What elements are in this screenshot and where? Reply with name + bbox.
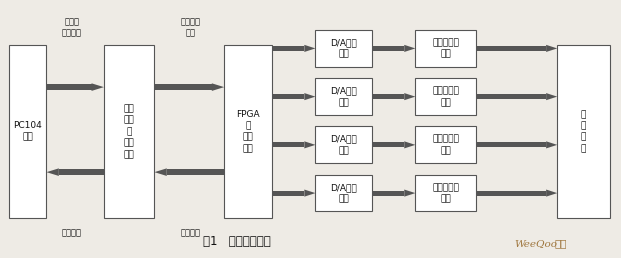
Polygon shape <box>546 93 557 100</box>
Bar <box>415 78 476 115</box>
Bar <box>315 175 372 212</box>
Bar <box>476 191 546 196</box>
Text: 放大、滤波
电路: 放大、滤波 电路 <box>432 86 459 107</box>
Polygon shape <box>546 45 557 52</box>
Bar <box>372 46 404 51</box>
Polygon shape <box>546 141 557 148</box>
Polygon shape <box>404 141 415 148</box>
Bar <box>315 126 372 163</box>
Bar <box>167 169 224 175</box>
Bar <box>415 175 476 212</box>
Bar <box>557 45 610 218</box>
Text: WeeQoo: WeeQoo <box>514 239 557 248</box>
Text: 放大、滤波
电路: 放大、滤波 电路 <box>432 38 459 59</box>
Text: 四路数据
信号: 四路数据 信号 <box>180 18 200 37</box>
Bar <box>476 142 546 147</box>
Text: 放大、滤波
电路: 放大、滤波 电路 <box>432 135 459 155</box>
Bar <box>272 191 304 196</box>
Bar <box>272 46 304 51</box>
Polygon shape <box>304 93 315 100</box>
Bar <box>272 142 304 147</box>
Bar <box>272 94 304 99</box>
Text: 维库: 维库 <box>554 238 566 248</box>
Bar <box>224 45 272 218</box>
Polygon shape <box>155 168 167 176</box>
Bar <box>372 94 404 99</box>
Polygon shape <box>404 45 415 52</box>
Polygon shape <box>404 93 415 100</box>
Text: 输
出
端
口: 输 出 端 口 <box>581 110 586 153</box>
Polygon shape <box>91 83 104 91</box>
Polygon shape <box>47 168 59 176</box>
Text: 图1   系统总体结构: 图1 系统总体结构 <box>202 235 270 248</box>
Bar <box>155 84 212 90</box>
Bar <box>315 78 372 115</box>
Polygon shape <box>304 45 315 52</box>
Text: 状态信号: 状态信号 <box>61 229 82 238</box>
Polygon shape <box>212 83 224 91</box>
Bar <box>372 191 404 196</box>
Polygon shape <box>304 141 315 148</box>
Polygon shape <box>304 190 315 197</box>
Bar <box>47 84 91 90</box>
Text: FPGA
及
外围
电路: FPGA 及 外围 电路 <box>237 110 260 153</box>
Polygon shape <box>404 190 415 197</box>
Bar <box>59 169 104 175</box>
Bar <box>476 94 546 99</box>
Bar <box>415 126 476 163</box>
Text: D/A转换
电路: D/A转换 电路 <box>330 38 357 59</box>
Bar <box>9 45 47 218</box>
Text: 放大、滤波
电路: 放大、滤波 电路 <box>432 183 459 203</box>
Text: 数据、
控制信号: 数据、 控制信号 <box>61 18 82 37</box>
Bar <box>372 142 404 147</box>
Text: PC104
总线: PC104 总线 <box>14 121 42 142</box>
Text: 数据
接收
及
分路
电路: 数据 接收 及 分路 电路 <box>124 104 135 159</box>
Bar <box>415 30 476 67</box>
Bar <box>315 30 372 67</box>
Text: D/A转换
电路: D/A转换 电路 <box>330 86 357 107</box>
Text: D/A转换
电路: D/A转换 电路 <box>330 183 357 203</box>
Bar <box>476 46 546 51</box>
Text: D/A转换
电路: D/A转换 电路 <box>330 135 357 155</box>
Bar <box>104 45 155 218</box>
Polygon shape <box>546 190 557 197</box>
Text: 状态信号: 状态信号 <box>180 229 200 238</box>
